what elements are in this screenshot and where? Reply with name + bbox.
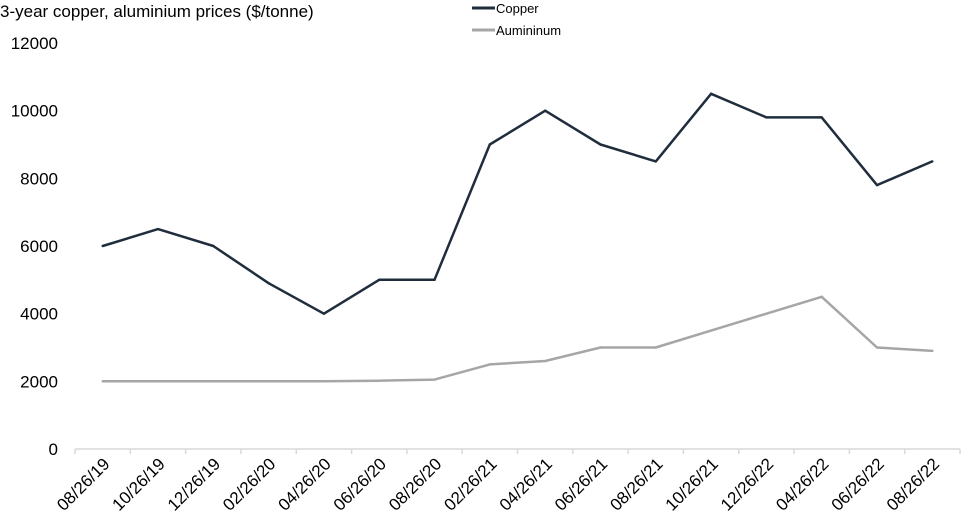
data-point [820,116,823,119]
y-tick-label: 6000 [20,237,58,256]
data-point [875,183,879,187]
data-point [378,278,381,282]
x-tick-label: 10/26/21 [662,454,722,514]
x-tick-label: 04/26/22 [772,454,832,514]
series-line-aluminium [102,295,933,383]
data-point [543,359,547,363]
x-tick-label: 10/26/19 [109,454,169,514]
y-tick-label: 12000 [11,34,58,53]
data-point [322,312,326,315]
data-point [488,363,492,366]
x-tick-label: 08/26/21 [606,454,666,514]
legend: Copper Aumininum [472,1,561,38]
x-tick-label: 08/26/20 [385,454,445,514]
data-point [820,295,823,298]
x-tick-label: 02/26/20 [219,454,279,514]
data-point [543,109,547,112]
data-point [433,278,436,282]
data-point [875,346,879,349]
data-point [101,380,104,383]
data-point [156,227,160,231]
chart-title: 3-year copper, aluminium prices ($/tonne… [0,2,314,21]
data-point [433,378,436,381]
series-line-copper [102,92,933,315]
x-tick-label: 12/26/22 [717,454,777,514]
x-tick-label: 06/26/21 [551,454,611,514]
x-tick-label: 04/26/20 [274,454,334,514]
y-tick-label: 10000 [11,102,58,121]
y-tick-label: 4000 [20,305,58,324]
legend-label-aluminium: Aumininum [496,23,561,38]
data-point [765,116,768,119]
x-tick-label: 02/26/21 [440,454,500,514]
data-point [599,143,602,146]
x-axis: 08/26/1910/26/1912/26/1902/26/2004/26/20… [53,448,961,515]
legend-label-copper: Copper [496,1,539,16]
data-point [378,379,381,382]
data-point [212,244,215,248]
data-point [709,329,713,332]
data-point [267,380,270,383]
x-tick-label: 08/26/19 [53,454,113,514]
data-point [267,282,270,285]
data-point [654,160,657,163]
data-point [931,160,934,163]
data-point [212,380,215,383]
data-point [654,346,657,349]
x-tick-label: 06/26/20 [330,454,390,514]
y-tick-label: 8000 [20,169,58,188]
data-point [931,349,934,353]
x-tick-label: 04/26/21 [496,454,556,514]
data-point [488,143,492,146]
data-point [599,346,602,349]
series-lines [101,92,934,383]
y-tick-label: 0 [49,440,58,459]
data-point [322,380,326,383]
data-point [101,244,104,248]
y-tick-label: 2000 [20,372,58,391]
data-point [156,380,160,383]
x-tick-label: 08/26/22 [883,454,943,514]
data-point [765,312,768,315]
data-point [709,92,713,95]
x-tick-label: 12/26/19 [164,454,224,514]
x-tick-label: 06/26/22 [828,454,888,514]
y-axis: 0 2000 4000 6000 8000 10000 12000 [11,34,58,459]
